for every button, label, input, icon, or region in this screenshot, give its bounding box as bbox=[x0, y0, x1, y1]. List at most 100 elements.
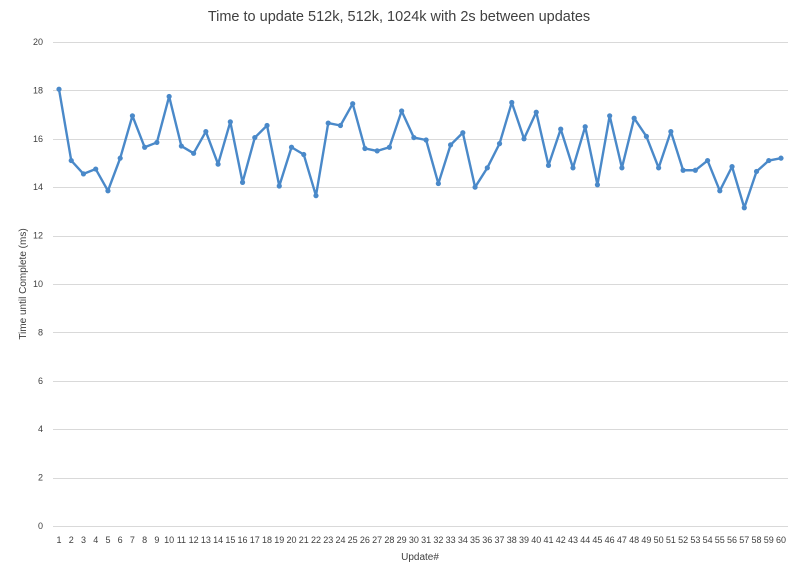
x-tick-label-47: 47 bbox=[617, 535, 627, 545]
data-point-50 bbox=[656, 165, 662, 171]
y-tick-label-12: 12 bbox=[33, 231, 43, 241]
x-tick-label-20: 20 bbox=[287, 535, 297, 545]
x-tick-label-3: 3 bbox=[81, 535, 86, 545]
x-tick-label-55: 55 bbox=[715, 535, 725, 545]
x-tick-label-24: 24 bbox=[335, 535, 345, 545]
data-point-45 bbox=[594, 182, 601, 188]
x-tick-label-9: 9 bbox=[154, 535, 159, 545]
y-tick-label-6: 6 bbox=[38, 376, 43, 386]
data-point-58 bbox=[753, 168, 760, 175]
data-point-12 bbox=[191, 150, 197, 156]
x-tick-label-2: 2 bbox=[69, 535, 74, 545]
data-point-56 bbox=[729, 164, 735, 170]
x-tick-label-46: 46 bbox=[605, 535, 615, 545]
x-tick-label-21: 21 bbox=[299, 535, 309, 545]
data-point-31 bbox=[423, 137, 429, 143]
x-tick-label-25: 25 bbox=[348, 535, 358, 545]
x-tick-label-19: 19 bbox=[274, 535, 284, 545]
data-point-1 bbox=[56, 86, 62, 92]
data-point-57 bbox=[741, 205, 747, 211]
x-tick-label-28: 28 bbox=[384, 535, 394, 545]
data-point-34 bbox=[460, 130, 466, 136]
x-tick-label-15: 15 bbox=[225, 535, 235, 545]
x-tick-label-17: 17 bbox=[250, 535, 260, 545]
data-point-41 bbox=[545, 162, 552, 169]
x-tick-label-60: 60 bbox=[776, 535, 786, 545]
data-point-13 bbox=[203, 128, 209, 135]
data-point-26 bbox=[362, 145, 368, 152]
data-point-3 bbox=[80, 171, 87, 177]
x-tick-label-48: 48 bbox=[629, 535, 639, 545]
data-point-42 bbox=[558, 126, 564, 132]
data-point-11 bbox=[178, 143, 184, 149]
data-point-55 bbox=[717, 188, 723, 194]
data-point-36 bbox=[484, 165, 490, 171]
x-tick-label-41: 41 bbox=[543, 535, 553, 545]
data-point-7 bbox=[129, 113, 136, 119]
data-point-10 bbox=[166, 93, 172, 100]
data-point-53 bbox=[692, 167, 698, 173]
y-tick-label-20: 20 bbox=[33, 37, 43, 47]
data-point-15 bbox=[227, 119, 233, 125]
data-point-46 bbox=[607, 113, 613, 119]
data-point-4 bbox=[93, 166, 99, 172]
data-point-20 bbox=[288, 144, 295, 150]
x-tick-label-26: 26 bbox=[360, 535, 370, 545]
data-point-38 bbox=[509, 99, 515, 106]
data-point-47 bbox=[619, 165, 625, 171]
x-tick-label-43: 43 bbox=[568, 535, 578, 545]
x-tick-label-6: 6 bbox=[118, 535, 123, 545]
x-tick-label-36: 36 bbox=[482, 535, 492, 545]
data-point-24 bbox=[337, 122, 344, 129]
x-tick-label-30: 30 bbox=[409, 535, 419, 545]
data-point-25 bbox=[350, 101, 356, 107]
x-tick-label-27: 27 bbox=[372, 535, 382, 545]
x-tick-label-40: 40 bbox=[531, 535, 541, 545]
x-tick-label-18: 18 bbox=[262, 535, 272, 545]
x-tick-label-39: 39 bbox=[519, 535, 529, 545]
x-tick-label-54: 54 bbox=[703, 535, 713, 545]
x-tick-label-34: 34 bbox=[458, 535, 468, 545]
data-point-9 bbox=[154, 139, 160, 146]
data-point-33 bbox=[447, 142, 454, 148]
x-tick-label-7: 7 bbox=[130, 535, 135, 545]
y-tick-label-16: 16 bbox=[33, 134, 43, 144]
x-tick-label-56: 56 bbox=[727, 535, 737, 545]
x-axis-label: Update# bbox=[401, 552, 439, 563]
x-tick-label-4: 4 bbox=[93, 535, 98, 545]
x-tick-label-10: 10 bbox=[164, 535, 174, 545]
y-tick-label-8: 8 bbox=[38, 327, 43, 337]
data-point-51 bbox=[668, 128, 674, 135]
x-tick-label-57: 57 bbox=[739, 535, 749, 545]
x-tick-label-23: 23 bbox=[323, 535, 333, 545]
data-point-29 bbox=[399, 108, 405, 114]
x-tick-label-44: 44 bbox=[580, 535, 590, 545]
x-tick-label-45: 45 bbox=[592, 535, 602, 545]
y-tick-label-18: 18 bbox=[33, 85, 43, 95]
data-point-44 bbox=[582, 124, 588, 130]
data-point-8 bbox=[142, 144, 148, 150]
x-tick-label-29: 29 bbox=[397, 535, 407, 545]
data-point-59 bbox=[766, 157, 772, 164]
y-tick-label-10: 10 bbox=[33, 279, 43, 289]
x-tick-label-49: 49 bbox=[641, 535, 651, 545]
x-tick-label-58: 58 bbox=[752, 535, 762, 545]
data-point-5 bbox=[105, 188, 111, 194]
y-tick-label-2: 2 bbox=[38, 473, 43, 483]
data-point-28 bbox=[386, 144, 393, 150]
x-tick-label-38: 38 bbox=[507, 535, 517, 545]
data-point-43 bbox=[570, 165, 576, 171]
x-tick-label-52: 52 bbox=[678, 535, 688, 545]
x-axis-ticks: 1 2 3 4 5 6 7 8 9 10 11 12 13 14 15 16 17 18 19 20 21 22 23 24 2… bbox=[56, 535, 786, 545]
x-tick-label-33: 33 bbox=[446, 535, 456, 545]
data-point-39 bbox=[521, 136, 527, 142]
y-tick-label-4: 4 bbox=[38, 424, 43, 434]
x-tick-label-12: 12 bbox=[189, 535, 199, 545]
data-point-37 bbox=[496, 141, 503, 147]
data-point-18 bbox=[264, 122, 270, 129]
data-point-52 bbox=[680, 167, 686, 173]
x-tick-label-8: 8 bbox=[142, 535, 147, 545]
data-point-54 bbox=[704, 157, 711, 164]
data-point-2 bbox=[68, 157, 74, 164]
